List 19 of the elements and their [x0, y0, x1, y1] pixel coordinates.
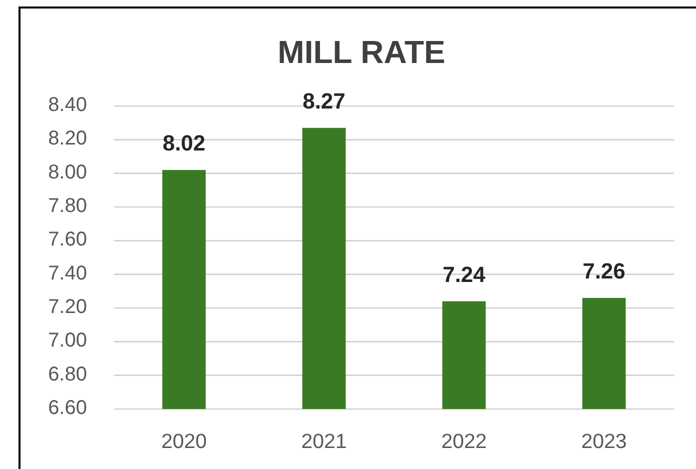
x-tick-label: 2022 [441, 430, 487, 453]
data-label: 7.26 [582, 258, 626, 284]
y-tick-label: 6.60 [48, 397, 87, 419]
data-label: 8.27 [302, 88, 346, 114]
x-tick-label: 2021 [301, 430, 347, 453]
y-tick-label: 7.20 [48, 296, 87, 318]
y-tick-label: 8.40 [48, 94, 87, 116]
y-tick-label: 7.80 [48, 195, 87, 217]
y-tick-label: 8.00 [48, 161, 87, 184]
data-label: 7.24 [442, 262, 486, 287]
y-tick-label: 7.00 [48, 330, 87, 352]
y-tick-label: 6.80 [48, 363, 87, 386]
x-tick-label: 2020 [161, 430, 207, 453]
chart-title: MILL RATE [278, 34, 446, 70]
data-label: 8.02 [162, 130, 206, 156]
y-tick-label: 7.60 [48, 228, 87, 251]
y-tick-label: 8.20 [48, 128, 87, 150]
x-tick-label: 2023 [581, 430, 627, 453]
y-tick-label: 7.40 [48, 262, 87, 284]
